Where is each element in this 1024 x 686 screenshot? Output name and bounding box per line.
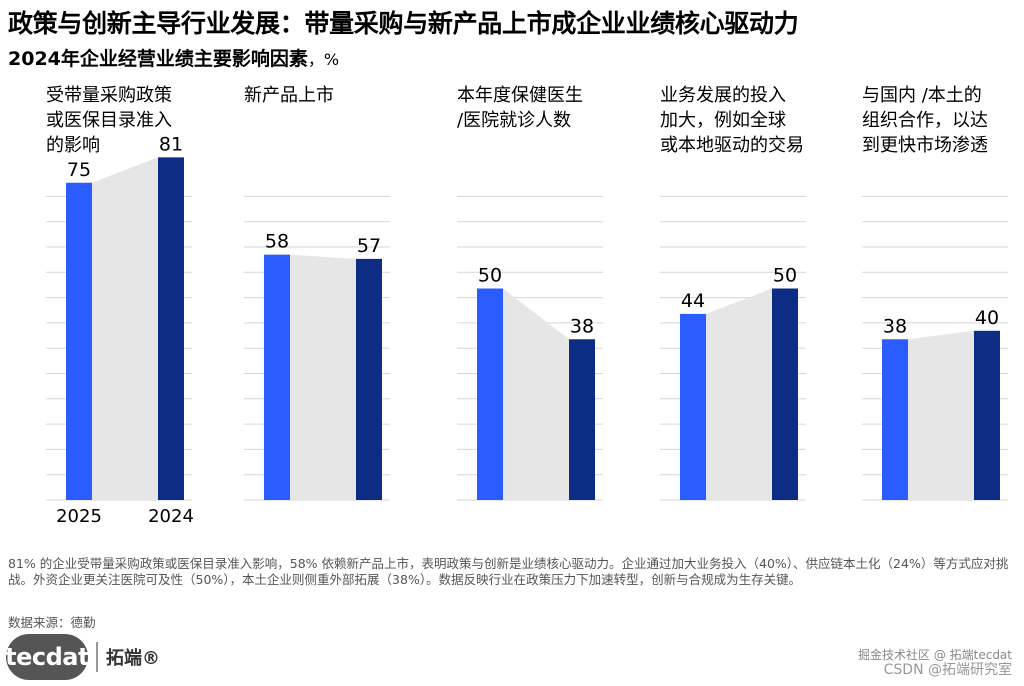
- subtitle-unit: ，%: [307, 50, 340, 69]
- bar: [680, 313, 706, 500]
- bar: [569, 339, 595, 500]
- category-label: /医院就诊人数: [457, 110, 571, 131]
- category-label: 的影响: [46, 135, 100, 156]
- value-label: 44: [681, 290, 705, 312]
- bar: [158, 157, 184, 500]
- value-label: 75: [67, 159, 91, 181]
- logo-divider: [96, 642, 98, 672]
- x-axis-label: 2024: [148, 506, 194, 527]
- value-label: 81: [159, 133, 183, 155]
- category-label: 到更快市场渗透: [862, 135, 988, 156]
- subtitle-text: 2024年企业经营业绩主要影响因素: [8, 48, 308, 70]
- connector-area: [503, 288, 569, 500]
- logo-name: 拓端®: [106, 648, 160, 669]
- watermark: 掘金技术社区 @ 拓端tecdat CSDN @拓端研究室: [858, 648, 1012, 678]
- watermark-line-2: CSDN @拓端研究室: [883, 662, 1012, 678]
- category-label: 与国内 /本土的: [862, 85, 982, 106]
- category-label: 受带量采购政策: [46, 85, 172, 106]
- bar: [772, 288, 798, 500]
- data-source: 数据来源：德勤: [8, 615, 96, 630]
- logo-mark: tecdat: [5, 634, 89, 680]
- connector-area: [92, 157, 158, 500]
- category-label: 本年度保健医生: [457, 85, 583, 106]
- bar: [477, 288, 503, 500]
- category-label: 组织合作，以达: [862, 110, 988, 131]
- value-label: 50: [773, 265, 797, 287]
- value-label: 57: [357, 235, 381, 257]
- connector-area: [706, 288, 772, 500]
- bar: [66, 182, 92, 500]
- page-title: 政策与创新主导行业发展：带量采购与新产品上市成企业业绩核心驱动力: [8, 9, 799, 38]
- bar: [974, 330, 1000, 500]
- chart-subtitle: 2024年企业经营业绩主要影响因素，%: [8, 44, 339, 71]
- connector-area: [290, 254, 356, 500]
- category-label: 新产品上市: [244, 85, 334, 106]
- value-label: 50: [478, 265, 502, 287]
- watermark-line-1: 掘金技术社区 @ 拓端tecdat: [858, 648, 1012, 662]
- category-label: 或医保目录准入: [46, 110, 172, 131]
- x-axis-label: 2025: [56, 506, 102, 527]
- bar: [264, 254, 290, 500]
- value-label: 38: [883, 315, 907, 337]
- connector-area: [908, 330, 974, 500]
- category-label: 加大，例如全球: [660, 110, 786, 131]
- category-label: 业务发展的投入: [660, 85, 786, 106]
- value-label: 40: [975, 307, 999, 329]
- value-label: 58: [265, 231, 289, 253]
- bar: [356, 258, 382, 500]
- brand-logo: tecdat 拓端®: [5, 634, 160, 680]
- chart-note: 81% 的企业受带量采购政策或医保目录准入影响，58% 依赖新产品上市，表明政策…: [8, 556, 1009, 587]
- bar: [882, 339, 908, 500]
- value-label: 38: [570, 315, 594, 337]
- category-label: 或本地驱动的交易: [660, 135, 804, 156]
